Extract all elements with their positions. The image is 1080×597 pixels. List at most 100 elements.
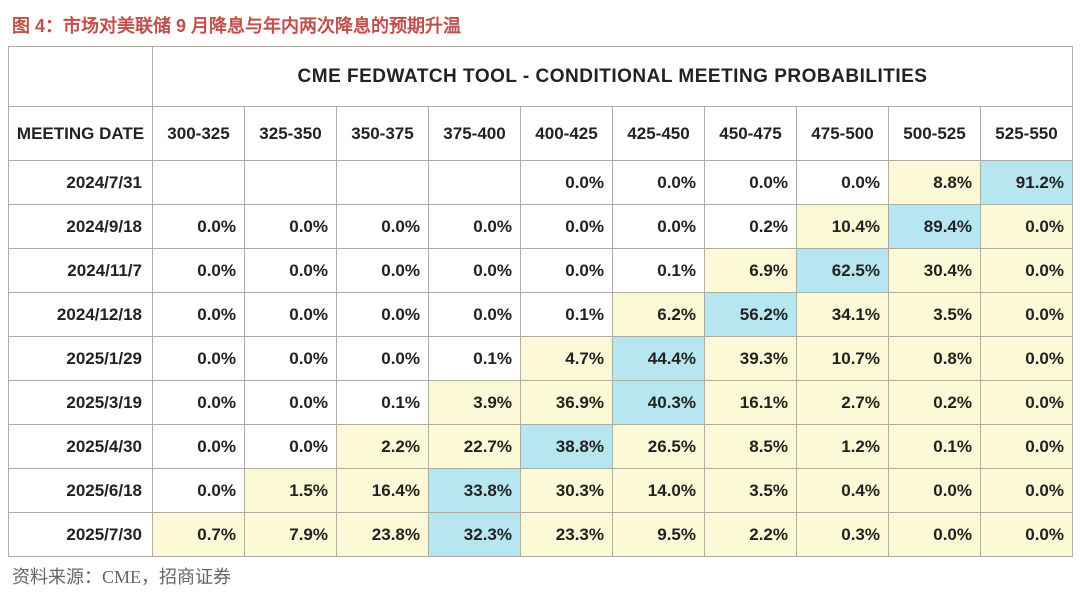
rate-col-header: 300-325 xyxy=(153,107,245,161)
probability-cell: 9.5% xyxy=(613,513,705,557)
probability-cell: 0.0% xyxy=(613,205,705,249)
probability-cell: 4.7% xyxy=(521,337,613,381)
probability-cell: 0.3% xyxy=(797,513,889,557)
meeting-date-cell: 2025/4/30 xyxy=(9,425,153,469)
probability-cell: 8.5% xyxy=(705,425,797,469)
meeting-date-cell: 2025/6/18 xyxy=(9,469,153,513)
probability-cell: 0.1% xyxy=(429,337,521,381)
probability-cell: 2.2% xyxy=(705,513,797,557)
probability-cell: 23.3% xyxy=(521,513,613,557)
probability-cell: 1.2% xyxy=(797,425,889,469)
probability-cell: 0.2% xyxy=(889,381,981,425)
probability-cell xyxy=(429,161,521,205)
probability-cell: 0.0% xyxy=(981,293,1073,337)
probability-cell: 0.0% xyxy=(337,249,429,293)
probability-cell: 44.4% xyxy=(613,337,705,381)
probability-cell: 0.0% xyxy=(153,293,245,337)
probability-cell: 0.0% xyxy=(245,337,337,381)
probability-cell: 32.3% xyxy=(429,513,521,557)
fedwatch-table: CME FEDWATCH TOOL - CONDITIONAL MEETING … xyxy=(8,46,1073,557)
table-row: 2025/3/190.0%0.0%0.1%3.9%36.9%40.3%16.1%… xyxy=(9,381,1073,425)
meeting-date-cell: 2024/9/18 xyxy=(9,205,153,249)
probability-cell: 62.5% xyxy=(797,249,889,293)
probability-cell: 0.1% xyxy=(521,293,613,337)
probability-cell: 40.3% xyxy=(613,381,705,425)
source-citation: 资料来源：CME，招商证券 xyxy=(8,557,1072,589)
probability-cell: 7.9% xyxy=(245,513,337,557)
probability-cell: 0.0% xyxy=(337,337,429,381)
probability-cell: 38.8% xyxy=(521,425,613,469)
probability-cell: 3.5% xyxy=(705,469,797,513)
probability-cell: 0.0% xyxy=(705,161,797,205)
probability-cell: 0.0% xyxy=(981,205,1073,249)
probability-cell: 0.1% xyxy=(613,249,705,293)
rate-col-header: 325-350 xyxy=(245,107,337,161)
probability-cell: 0.4% xyxy=(797,469,889,513)
probability-cell: 0.0% xyxy=(337,205,429,249)
probability-cell: 0.0% xyxy=(153,249,245,293)
probability-cell: 0.1% xyxy=(889,425,981,469)
probability-cell: 16.1% xyxy=(705,381,797,425)
probability-cell: 0.0% xyxy=(981,425,1073,469)
probability-cell: 0.0% xyxy=(245,293,337,337)
probability-cell: 2.2% xyxy=(337,425,429,469)
probability-cell: 0.0% xyxy=(613,161,705,205)
table-row: 2024/12/180.0%0.0%0.0%0.0%0.1%6.2%56.2%3… xyxy=(9,293,1073,337)
probability-cell: 0.0% xyxy=(337,293,429,337)
probability-cell: 14.0% xyxy=(613,469,705,513)
probability-cell: 2.7% xyxy=(797,381,889,425)
probability-cell: 56.2% xyxy=(705,293,797,337)
rate-col-header: 525-550 xyxy=(981,107,1073,161)
meeting-date-cell: 2024/7/31 xyxy=(9,161,153,205)
probability-cell: 6.2% xyxy=(613,293,705,337)
probability-cell: 0.8% xyxy=(889,337,981,381)
probability-cell: 0.0% xyxy=(521,161,613,205)
table-row: 2024/7/310.0%0.0%0.0%0.0%8.8%91.2% xyxy=(9,161,1073,205)
table-row: 2024/11/70.0%0.0%0.0%0.0%0.0%0.1%6.9%62.… xyxy=(9,249,1073,293)
probability-cell: 3.9% xyxy=(429,381,521,425)
probability-cell: 0.0% xyxy=(981,381,1073,425)
probability-cell: 0.0% xyxy=(981,469,1073,513)
probability-cell: 0.0% xyxy=(981,337,1073,381)
probability-cell: 30.4% xyxy=(889,249,981,293)
probability-cell: 39.3% xyxy=(705,337,797,381)
rate-col-header: 450-475 xyxy=(705,107,797,161)
probability-cell: 8.8% xyxy=(889,161,981,205)
probability-cell: 89.4% xyxy=(889,205,981,249)
probability-cell: 23.8% xyxy=(337,513,429,557)
probability-cell: 0.0% xyxy=(245,205,337,249)
figure-title: 图 4：市场对美联储 9 月降息与年内两次降息的预期升温 xyxy=(8,8,1072,46)
probability-cell: 0.0% xyxy=(429,249,521,293)
probability-cell: 0.2% xyxy=(705,205,797,249)
probability-cell: 0.0% xyxy=(521,205,613,249)
probability-cell: 0.1% xyxy=(337,381,429,425)
probability-cell: 0.0% xyxy=(981,249,1073,293)
probability-cell: 91.2% xyxy=(981,161,1073,205)
table-row: 2025/7/300.7%7.9%23.8%32.3%23.3%9.5%2.2%… xyxy=(9,513,1073,557)
probability-cell: 0.0% xyxy=(981,513,1073,557)
probability-cell: 0.0% xyxy=(153,337,245,381)
probability-cell: 3.5% xyxy=(889,293,981,337)
probability-cell: 1.5% xyxy=(245,469,337,513)
probability-cell: 30.3% xyxy=(521,469,613,513)
probability-cell: 0.0% xyxy=(429,293,521,337)
meeting-date-cell: 2025/1/29 xyxy=(9,337,153,381)
probability-cell: 0.0% xyxy=(245,249,337,293)
rate-col-header: 425-450 xyxy=(613,107,705,161)
probability-cell: 0.0% xyxy=(889,469,981,513)
table-row: 2025/6/180.0%1.5%16.4%33.8%30.3%14.0%3.5… xyxy=(9,469,1073,513)
probability-cell: 0.0% xyxy=(889,513,981,557)
probability-cell: 26.5% xyxy=(613,425,705,469)
probability-cell: 16.4% xyxy=(337,469,429,513)
probability-cell: 22.7% xyxy=(429,425,521,469)
probability-cell: 6.9% xyxy=(705,249,797,293)
meeting-date-cell: 2024/12/18 xyxy=(9,293,153,337)
probability-cell: 0.0% xyxy=(797,161,889,205)
rate-col-header: 375-400 xyxy=(429,107,521,161)
probability-cell: 0.0% xyxy=(245,425,337,469)
column-header-row: MEETING DATE 300-325 325-350 350-375 375… xyxy=(9,107,1073,161)
probability-cell xyxy=(337,161,429,205)
probability-cell: 10.4% xyxy=(797,205,889,249)
probability-cell xyxy=(245,161,337,205)
table-body: 2024/7/310.0%0.0%0.0%0.0%8.8%91.2%2024/9… xyxy=(9,161,1073,557)
